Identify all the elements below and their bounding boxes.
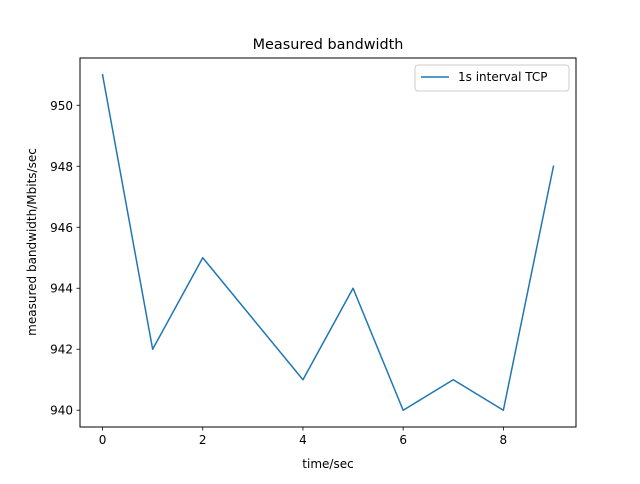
y-tick-label: 940 — [50, 404, 73, 418]
x-axis-label: time/sec — [302, 457, 353, 471]
legend-label: 1s interval TCP — [458, 70, 548, 84]
y-tick-label: 950 — [50, 99, 73, 113]
y-tick-label: 946 — [50, 221, 73, 235]
x-tick-label: 2 — [199, 433, 207, 447]
legend: 1s interval TCP — [415, 65, 569, 91]
chart-title: Measured bandwidth — [253, 37, 404, 53]
x-tick-label: 0 — [99, 433, 107, 447]
x-tick-label: 6 — [399, 433, 407, 447]
x-tick-label: 4 — [299, 433, 307, 447]
y-tick-label: 948 — [50, 160, 73, 174]
y-tick-label: 944 — [50, 282, 73, 296]
y-tick-label: 942 — [50, 343, 73, 357]
y-axis-label: measured bandwidth/Mbits/sec — [25, 148, 39, 336]
x-tick-label: 8 — [500, 433, 508, 447]
